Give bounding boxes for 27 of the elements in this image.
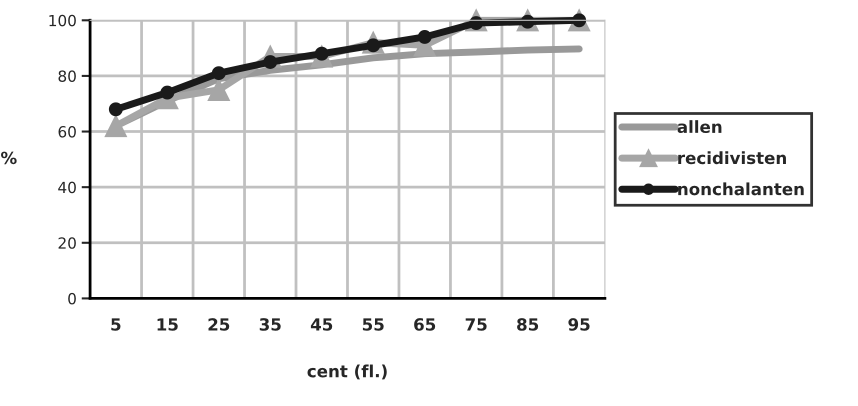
y-tick-label: 40 — [58, 182, 76, 194]
x-tick-label: 65 — [414, 318, 436, 331]
point — [208, 78, 230, 101]
x-tick-label: 75 — [466, 318, 487, 331]
point — [108, 102, 123, 116]
x-tick-label: 5 — [111, 318, 120, 331]
x-tick-label: 55 — [362, 318, 384, 331]
x-tick-label: 15 — [158, 318, 178, 331]
legend-label: allen — [678, 120, 722, 134]
y-tick-label: 20 — [58, 237, 76, 249]
point — [212, 66, 226, 80]
x-tick-label: 85 — [517, 318, 538, 331]
point — [418, 30, 432, 44]
y-axis-title: % — [1, 152, 17, 164]
point — [160, 86, 174, 100]
legend-label: recidivisten — [678, 151, 786, 164]
y-tick-label: 60 — [58, 126, 76, 138]
y-tick-label: 80 — [58, 70, 76, 82]
x-tick-label: 25 — [208, 318, 230, 331]
x-tick-label: 35 — [260, 318, 281, 331]
y-tick-label: 0 — [68, 292, 76, 304]
x-axis-title: cent (fl.) — [308, 364, 387, 380]
x-tick-label: 45 — [310, 318, 332, 331]
x-tick-label: 95 — [568, 318, 590, 331]
point — [104, 114, 127, 138]
y-tick-label: 100 — [49, 14, 76, 26]
legend-label: nonchalanten — [678, 182, 804, 196]
